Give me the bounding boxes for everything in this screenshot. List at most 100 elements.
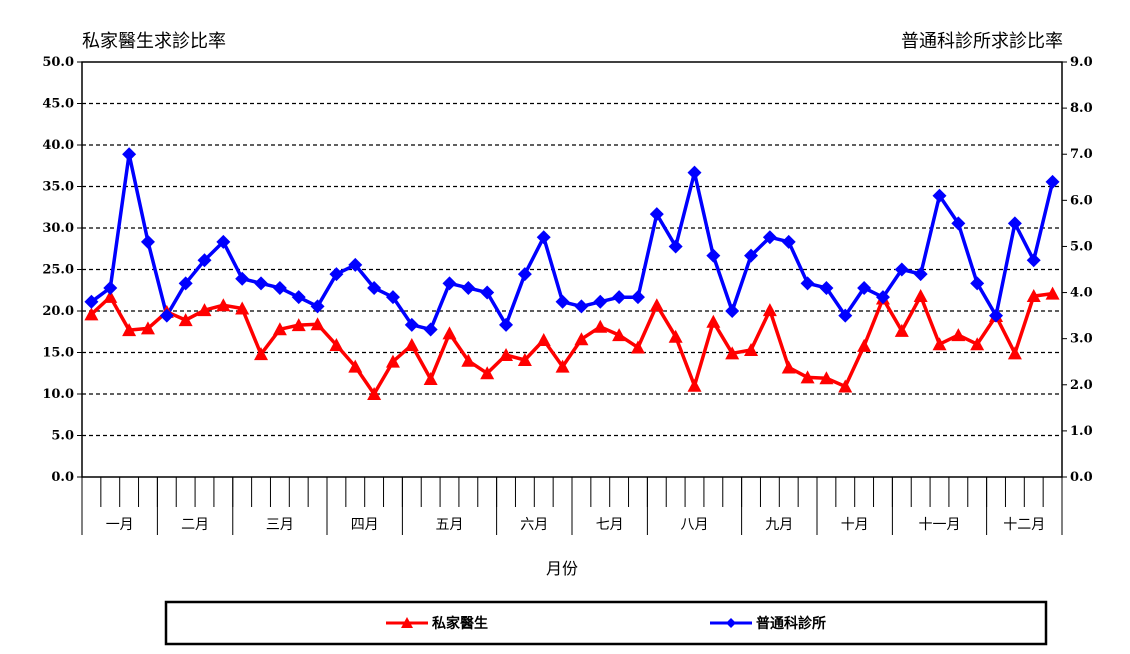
x-month-label: 九月 xyxy=(765,517,793,533)
point-private xyxy=(461,353,476,367)
point-private xyxy=(291,318,306,332)
point-general xyxy=(989,308,1004,323)
point-general xyxy=(612,290,627,305)
point-general xyxy=(499,317,514,332)
point-general xyxy=(517,267,532,282)
series-line-0 xyxy=(90,291,1053,396)
point-general xyxy=(461,280,476,295)
point-general xyxy=(649,207,664,222)
point-private xyxy=(1045,286,1060,300)
point-private xyxy=(555,359,570,373)
point-private xyxy=(442,326,457,340)
legend: 私家醫生 普通科診所 xyxy=(164,600,1048,646)
point-private xyxy=(499,347,514,361)
point-general xyxy=(385,290,400,305)
point-general xyxy=(668,239,683,254)
y-left-tick-label: 25.0 xyxy=(42,263,74,278)
x-month-label: 八月 xyxy=(681,517,709,533)
point-private xyxy=(932,337,947,351)
legend-marker-general xyxy=(726,618,736,628)
point-private xyxy=(367,387,382,400)
x-month-label: 四月 xyxy=(351,517,379,533)
point-general xyxy=(593,294,608,309)
point-general xyxy=(800,276,815,291)
point-private xyxy=(593,319,608,333)
point-private xyxy=(951,328,966,342)
x-month-label: 七月 xyxy=(596,517,624,533)
x-month-label: 十月 xyxy=(841,517,869,533)
point-general xyxy=(329,267,344,282)
point-private xyxy=(385,354,400,368)
x-month-label: 十一月 xyxy=(919,517,961,533)
point-private xyxy=(612,328,627,342)
point-general xyxy=(197,253,212,268)
point-general xyxy=(348,257,363,272)
y-left-tick-label: 35.0 xyxy=(42,180,74,195)
x-month-label: 三月 xyxy=(266,517,294,533)
y-right-tick-label: 4.0 xyxy=(1070,286,1093,301)
x-month-label: 六月 xyxy=(520,517,548,533)
point-general xyxy=(857,280,872,295)
point-general xyxy=(84,294,99,309)
y-right-tick-label: 5.0 xyxy=(1070,239,1093,254)
point-private xyxy=(819,371,834,385)
point-general xyxy=(216,234,231,249)
series-markers xyxy=(84,147,1060,400)
point-private xyxy=(404,338,419,352)
point-private xyxy=(423,372,438,386)
point-private xyxy=(122,323,137,337)
point-general xyxy=(480,285,495,300)
point-private xyxy=(687,378,702,392)
point-general xyxy=(442,276,457,291)
point-private xyxy=(178,313,193,327)
legend-marker-private xyxy=(401,617,413,628)
point-private xyxy=(894,323,909,337)
x-month-label: 五月 xyxy=(436,517,464,533)
y-right-tick-label: 1.0 xyxy=(1070,424,1093,439)
y-left-tick-label: 5.0 xyxy=(51,429,74,444)
y-left-axis: 0.0 5.0 10.0 15.0 20.0 25.0 30.0 35.0 40.0 45.0 50… xyxy=(42,55,82,485)
point-general xyxy=(178,276,193,291)
point-private xyxy=(857,338,872,352)
point-general xyxy=(781,234,796,249)
y-right-axis: 0.0 1.0 2.0 3.0 4.0 5.0 6.0 7.0 8.0 9.0 xyxy=(1062,55,1093,485)
point-private xyxy=(1026,289,1041,303)
point-private xyxy=(649,298,664,312)
point-private xyxy=(329,338,344,352)
point-private xyxy=(800,370,815,384)
point-private xyxy=(1007,346,1022,360)
point-general xyxy=(1007,216,1022,231)
point-general xyxy=(140,234,155,249)
point-private xyxy=(913,289,928,303)
series-line-1 xyxy=(90,152,1055,332)
point-general xyxy=(819,280,834,295)
point-general xyxy=(159,308,174,323)
point-private xyxy=(254,347,269,361)
point-private xyxy=(781,360,796,374)
point-general xyxy=(404,317,419,332)
point-private xyxy=(762,303,777,317)
y-right-tick-label: 0.0 xyxy=(1070,470,1093,485)
point-general xyxy=(272,280,287,295)
point-private xyxy=(216,298,231,312)
point-private xyxy=(838,379,853,393)
point-private xyxy=(480,366,495,380)
point-general xyxy=(122,147,137,162)
point-private xyxy=(970,337,985,351)
point-private xyxy=(140,321,155,335)
y-left-tick-label: 15.0 xyxy=(42,346,74,361)
x-month-label: 二月 xyxy=(181,517,209,533)
point-general xyxy=(574,299,589,314)
legend-label-general: 普通科診所 xyxy=(756,615,826,632)
point-general xyxy=(913,267,928,282)
point-general xyxy=(706,248,721,263)
y-left-title: 私家醫生求診比率 xyxy=(82,31,226,52)
y-left-tick-label: 45.0 xyxy=(42,97,74,112)
point-private xyxy=(630,340,645,354)
y-right-tick-label: 2.0 xyxy=(1070,378,1093,393)
x-axis: 一月 二月 三月 四月 五月 六月 七月 八月 九月 十月 十一月 十二月 xyxy=(81,477,1063,535)
point-private xyxy=(348,359,363,373)
y-left-tick-label: 0.0 xyxy=(51,470,74,485)
point-general xyxy=(1026,253,1041,268)
